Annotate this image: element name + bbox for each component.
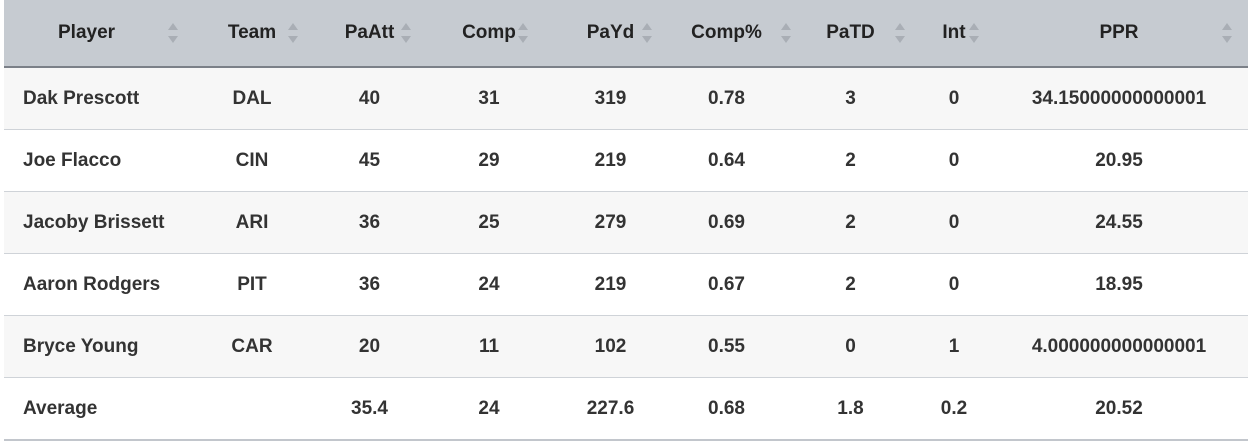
- cell-ppr: 24.55: [990, 191, 1248, 254]
- column-header-label: Player: [58, 22, 116, 43]
- cell-comp-pct: 0.78: [670, 67, 783, 130]
- column-header-comp[interactable]: Comp: [427, 0, 551, 68]
- cell-comp-pct: 0.64: [670, 129, 783, 192]
- column-header-label: Comp%: [691, 22, 762, 43]
- cell-paatt: 35.4: [312, 377, 427, 441]
- cell-team: CIN: [192, 129, 312, 192]
- cell-int: 0: [918, 191, 990, 254]
- cell-team: DAL: [192, 67, 312, 130]
- cell-ppr: 4.000000000000001: [990, 315, 1248, 378]
- cell-paatt: 20: [312, 315, 427, 378]
- cell-payd: 279: [551, 191, 670, 254]
- cell-payd: 102: [551, 315, 670, 378]
- stats-table: Player Team PaAtt Comp PaYd Comp%: [4, 0, 1248, 441]
- cell-paatt: 36: [312, 253, 427, 316]
- cell-ppr: 34.15000000000001: [990, 67, 1248, 130]
- sort-arrows-icon[interactable]: [168, 21, 178, 45]
- sort-arrows-icon[interactable]: [642, 21, 652, 45]
- cell-comp-pct: 0.67: [670, 253, 783, 316]
- column-header-team[interactable]: Team: [192, 0, 312, 68]
- table-row: Dak Prescott DAL 40 31 319 0.78 3 0 34.1…: [4, 67, 1248, 130]
- cell-patd: 0: [783, 315, 918, 378]
- cell-paatt: 36: [312, 191, 427, 254]
- column-header-paatt[interactable]: PaAtt: [312, 0, 427, 68]
- cell-payd: 227.6: [551, 377, 670, 441]
- cell-ppr: 20.52: [990, 377, 1248, 441]
- cell-average-label: Average: [4, 377, 192, 441]
- sort-arrows-icon[interactable]: [401, 21, 411, 45]
- column-header-player[interactable]: Player: [4, 0, 192, 68]
- cell-player: Aaron Rodgers: [4, 253, 192, 316]
- cell-player: Bryce Young: [4, 315, 192, 378]
- column-header-label: PaAtt: [344, 22, 395, 43]
- cell-payd: 319: [551, 67, 670, 130]
- cell-comp: 11: [427, 315, 551, 378]
- cell-player: Jacoby Brissett: [4, 191, 192, 254]
- cell-patd: 3: [783, 67, 918, 130]
- cell-patd: 1.8: [783, 377, 918, 441]
- cell-team: [192, 377, 312, 441]
- cell-payd: 219: [551, 253, 670, 316]
- cell-player: Joe Flacco: [4, 129, 192, 192]
- cell-patd: 2: [783, 129, 918, 192]
- cell-patd: 2: [783, 191, 918, 254]
- column-header-label: PPR: [1099, 22, 1139, 43]
- sort-arrows-icon[interactable]: [518, 21, 528, 45]
- cell-paatt: 40: [312, 67, 427, 130]
- sort-arrows-icon[interactable]: [969, 21, 979, 45]
- table-row: Aaron Rodgers PIT 36 24 219 0.67 2 0 18.…: [4, 253, 1248, 316]
- column-header-ppr[interactable]: PPR: [990, 0, 1248, 68]
- cell-int: 0: [918, 129, 990, 192]
- sort-arrows-icon[interactable]: [288, 21, 298, 45]
- cell-team: ARI: [192, 191, 312, 254]
- sort-arrows-icon[interactable]: [1222, 21, 1232, 45]
- cell-comp: 31: [427, 67, 551, 130]
- cell-player: Dak Prescott: [4, 67, 192, 130]
- cell-int: 0: [918, 67, 990, 130]
- cell-int: 0.2: [918, 377, 990, 441]
- table-row: Bryce Young CAR 20 11 102 0.55 0 1 4.000…: [4, 315, 1248, 378]
- table-row: Joe Flacco CIN 45 29 219 0.64 2 0 20.95: [4, 129, 1248, 192]
- cell-int: 1: [918, 315, 990, 378]
- column-header-label: Team: [227, 22, 277, 43]
- sort-arrows-icon[interactable]: [895, 21, 905, 45]
- cell-payd: 219: [551, 129, 670, 192]
- cell-patd: 2: [783, 253, 918, 316]
- cell-comp: 24: [427, 253, 551, 316]
- cell-comp-pct: 0.55: [670, 315, 783, 378]
- average-row: Average 35.4 24 227.6 0.68 1.8 0.2 20.52: [4, 377, 1248, 441]
- cell-team: PIT: [192, 253, 312, 316]
- cell-int: 0: [918, 253, 990, 316]
- column-header-label: PaTD: [826, 22, 875, 43]
- table-row: Jacoby Brissett ARI 36 25 279 0.69 2 0 2…: [4, 191, 1248, 254]
- cell-comp: 29: [427, 129, 551, 192]
- cell-paatt: 45: [312, 129, 427, 192]
- cell-comp: 25: [427, 191, 551, 254]
- cell-ppr: 18.95: [990, 253, 1248, 316]
- column-header-patd[interactable]: PaTD: [783, 0, 918, 68]
- column-header-comp-pct[interactable]: Comp%: [670, 0, 791, 68]
- cell-team: CAR: [192, 315, 312, 378]
- column-header-label: Int: [942, 22, 966, 43]
- cell-comp: 24: [427, 377, 551, 441]
- column-header-payd[interactable]: PaYd: [551, 0, 670, 68]
- column-header-int[interactable]: Int: [918, 0, 990, 68]
- cell-ppr: 20.95: [990, 129, 1248, 192]
- cell-comp-pct: 0.68: [670, 377, 783, 441]
- header-row: Player Team PaAtt Comp PaYd Comp%: [4, 0, 1248, 68]
- cell-comp-pct: 0.69: [670, 191, 783, 254]
- column-header-label: PaYd: [586, 22, 635, 43]
- column-header-label: Comp: [462, 22, 516, 43]
